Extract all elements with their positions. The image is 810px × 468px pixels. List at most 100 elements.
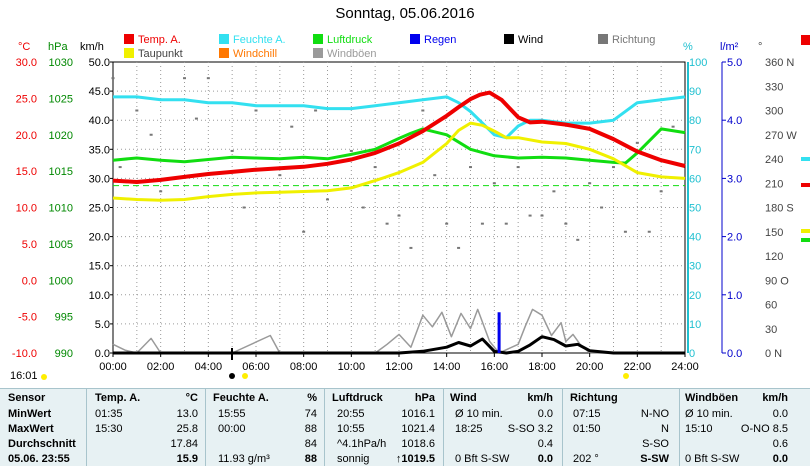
wind-tick-label: 0.0 [95,348,110,360]
direction-tick-label: 0 N [765,348,782,360]
humidity-tick-label: 80 [689,115,701,127]
humidity-time: 11.93 g/m³ [218,453,270,465]
pressure-value: ↑1019.5 [395,453,435,465]
pressure-tick-label: 995 [55,312,73,324]
pressure-time: sonnig [337,453,370,465]
series-point-richtung [183,77,186,80]
x-tick-label: 18:00 [528,361,556,373]
rain-tick-label: 1.0 [727,290,742,302]
direction-tick-label: 90 O [765,275,789,287]
series-point-richtung [576,238,580,241]
legend-label: Temp. A. [138,34,181,46]
rain-tick-label: 4.0 [727,115,742,127]
statistics-table: Sensor Temp. A. °C Feuchte A.% Luftdruck hPa W… [0,388,810,466]
direction-axis-unit: ° [758,41,762,53]
weather-chart: -10.0 -5.0 0.0 5.0 10.0 15.0 20.0 25.0 30.0 990 99… [12,34,810,380]
gust-time: 0 Bft S-SW [685,453,740,465]
series-point-richtung [433,174,437,177]
direction-tick-label: 330 [765,81,783,93]
direction-tick-label: 120 [765,251,783,263]
right-legend-swatch [801,157,810,161]
legend-label: Wind [518,34,543,46]
series-point-richtung [242,206,246,209]
gust-value: 0.0 [772,453,788,465]
pressure-tick-label: 1025 [49,93,73,105]
pressure-value: 1016.1 [401,408,435,420]
current-time-label: 16:01 [10,370,38,382]
series-point-richtung [361,206,365,209]
gust-value: 0.0 [772,408,788,420]
legend-label: Luftdruck [327,34,373,46]
header-pressure: Luftdruck [332,392,383,404]
direction-tick-label: 360 N [765,57,794,69]
temp-time: 01:35 [95,408,123,420]
table-column-divider [86,389,87,466]
x-tick-label: 14:00 [433,361,461,373]
wind-value: 0.4 [537,438,553,450]
wind-tick-label: 25.0 [89,203,110,215]
pressure-value: 1018.6 [401,438,435,450]
direction-tick-label: 300 [765,106,783,118]
series-point-richtung [457,246,461,249]
series-point-richtung [671,125,675,128]
pressure-tick-label: 1020 [49,130,73,142]
temp-tick-label: -5.0 [18,312,37,324]
series-point-richtung [149,133,153,136]
wind-time: 0 Bft S-SW [455,453,510,465]
temp-tick-label: -10.0 [12,348,37,360]
humidity-value: 88 [304,453,317,465]
humidity-tick-label: 50 [689,203,701,215]
x-tick-label: 20:00 [576,361,604,373]
humidity-axis-unit: % [683,41,693,53]
pressure-tick-label: 1030 [49,57,73,69]
pressure-tick-label: 1005 [49,239,73,251]
table-column-divider [562,389,563,466]
wind-tick-label: 5.0 [95,319,110,331]
series-point-richtung [135,109,139,112]
humidity-time: 00:00 [218,423,246,435]
wind-tick-label: 30.0 [89,173,110,185]
x-tick-label: 24:00 [671,361,699,373]
header-sensor: Sensor [8,392,46,404]
series-line-temp-a [112,90,686,184]
series-point-richtung [635,141,639,144]
direction-tick-label: 240 [765,154,783,166]
humidity-tick-label: 60 [689,173,701,185]
table-column-divider [205,389,206,466]
series-line-windb-en [112,308,685,354]
pressure-time: ^4.1hPa/h [337,438,387,450]
x-tick-label: 12:00 [385,361,413,373]
series-line-luftdruck [112,127,686,165]
series-bar-regen [497,312,501,353]
wind-tick-label: 40.0 [89,115,110,127]
legend-swatch [313,48,323,58]
temp-time: 15:30 [95,423,123,435]
series-point-richtung [623,230,627,233]
temp-tick-label: 10.0 [16,203,37,215]
header-temp-unit: °C [185,392,198,404]
now-marker [41,374,47,380]
legend-label: Richtung [612,34,655,46]
series-point-richtung [480,222,484,225]
series-point-richtung [385,222,389,225]
series-point-richtung [552,190,556,193]
series-point-richtung [504,222,508,225]
header-gust: Windböen [685,392,739,404]
header-humidity: Feuchte A. [213,392,269,404]
series-point-richtung [588,182,592,185]
right-legend-swatch [801,229,810,233]
direction-tick-label: 210 [765,178,783,190]
direction-tick-label: 180 S [765,203,794,215]
chart-title: Sonntag, 05.06.2016 [335,5,475,22]
rain-tick-label: 5.0 [727,57,742,69]
direction-value: S-SO [642,438,669,450]
header-wind: Wind [450,392,477,404]
legend-label: Windchill [233,48,277,60]
humidity-tick-label: 30 [689,261,701,273]
series-point-richtung [159,190,163,193]
series-point-richtung [349,149,353,152]
temp-value: 15.9 [176,453,198,465]
gust-time: Ø 10 min. [685,408,733,420]
table-header-row: Sensor Temp. A. °C Feuchte A.% Luftdruck hPa W… [0,392,810,407]
humidity-tick-label: 10 [689,319,701,331]
